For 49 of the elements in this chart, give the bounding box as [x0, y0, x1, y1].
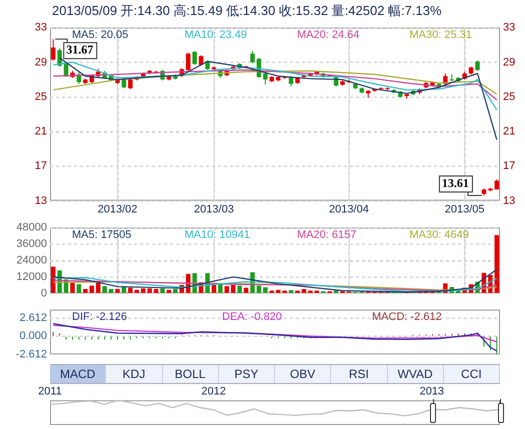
x-tick-label: 2012: [201, 386, 226, 398]
chart-title: 2013/05/09 开:14.30 高:15.49 低:14.30 收:15.32 量:42502 幅:7.13%: [52, 2, 442, 20]
y-tick-label: 2.612: [19, 312, 47, 324]
y2-tick-label: 33: [503, 22, 516, 34]
y-tick-label: 0: [40, 287, 47, 300]
x-tick-label: 2013/05: [444, 203, 485, 216]
y2-tick-label: 17: [503, 160, 516, 172]
text: MA5: 17505: [72, 229, 132, 242]
text: PSY: [218, 365, 275, 383]
x-tick-label: 2013: [420, 386, 444, 398]
y2-tick-label: 21: [503, 126, 516, 138]
y-tick-label: 12000: [16, 270, 47, 283]
series-label: DIF: -2.126: [72, 311, 128, 324]
y-tick-label: 24000: [16, 254, 47, 267]
y-tick-label: 17: [34, 160, 47, 172]
annotation: 13.61: [442, 176, 469, 190]
y2-tick-label: 29: [503, 56, 516, 68]
annotation: 31.67: [66, 42, 94, 57]
text: MACD: [50, 365, 106, 383]
y-tick-label: 21: [34, 126, 47, 138]
text: MA30: 25.31: [410, 29, 472, 42]
x-tick-label: 2013/02: [98, 203, 138, 216]
y-tick-label: 0.000: [19, 330, 47, 342]
x-tick-label: 2013/04: [329, 203, 369, 216]
text: MA30: 4649: [410, 229, 469, 242]
series-label: DEA: -0.820: [222, 311, 282, 324]
y-tick-label: 13: [34, 194, 47, 207]
text: MA20: 24.64: [297, 29, 360, 42]
text: BOLL: [162, 365, 219, 383]
x-tick-label: 2013/03: [194, 203, 234, 216]
y2-tick-label: 13: [503, 194, 516, 207]
y-tick-label: 36000: [16, 238, 47, 250]
text: MA10: 10941: [184, 229, 250, 242]
text: KDJ: [106, 365, 162, 383]
y-tick-label: 29: [34, 56, 47, 68]
y-tick-label: -2.612: [16, 348, 47, 360]
text: RSI: [331, 365, 388, 383]
y-tick-label: 25: [34, 90, 47, 103]
text: OBV: [275, 365, 332, 383]
series-label: MA5: 20.05: [72, 29, 128, 42]
text: MA20: 6157: [297, 229, 356, 242]
y-tick-label: 33: [34, 22, 47, 34]
text: CCI: [444, 365, 500, 383]
series-label: MACD: -2.612: [372, 311, 442, 324]
y2-tick-label: 25: [503, 90, 516, 103]
x-tick-label: 2011: [38, 386, 62, 398]
text: WVAD: [388, 365, 444, 383]
y-tick-label: 48000: [16, 222, 47, 234]
text: MA10: 23.49: [184, 29, 247, 42]
